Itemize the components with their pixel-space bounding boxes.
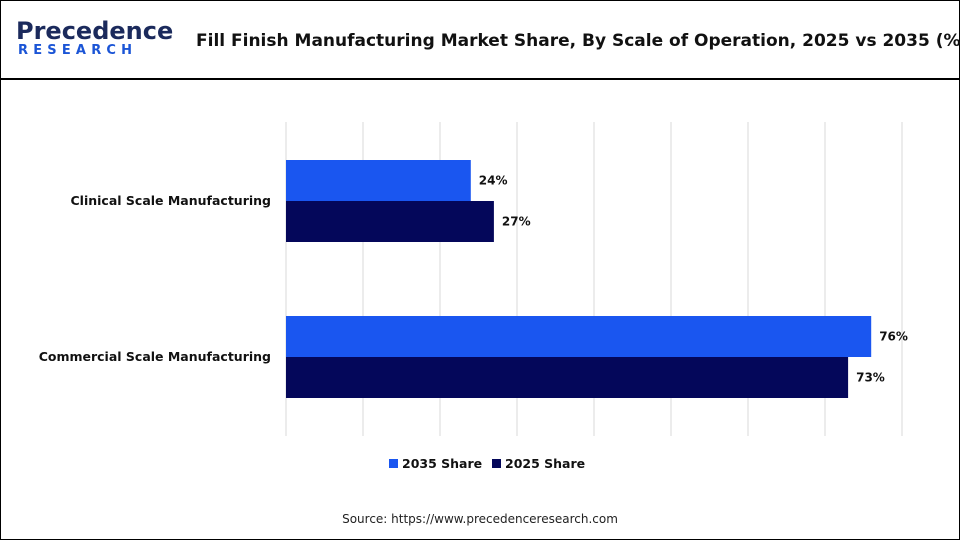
category-labels: Clinical Scale Manufacturing Commercial S…	[39, 193, 271, 364]
logo-wordmark: Precedence	[16, 17, 174, 45]
legend-swatch	[389, 459, 398, 468]
category-label: Commercial Scale Manufacturing	[39, 349, 271, 364]
source-note: Source: https://www.precedenceresearch.c…	[342, 512, 618, 526]
value-labels: 24% 27% 76% 73%	[479, 174, 908, 385]
bar-2035-commercial	[286, 316, 872, 357]
precedence-logo: Precedence RESEARCH	[16, 18, 173, 62]
value-label: 76%	[879, 330, 908, 344]
logo-subtitle: RESEARCH	[18, 43, 138, 58]
bar-2025-clinical	[286, 201, 494, 242]
category-label: Clinical Scale Manufacturing	[71, 193, 272, 208]
value-label: 73%	[856, 371, 885, 385]
legend: 2035 Share 2025 Share	[389, 456, 585, 471]
header: Precedence RESEARCH Fill Finish Manufact…	[0, 0, 960, 80]
legend-label: 2025 Share	[505, 456, 585, 471]
value-label: 27%	[502, 215, 531, 229]
legend-swatch	[492, 459, 501, 468]
value-label: 24%	[479, 174, 508, 188]
chart-title: Fill Finish Manufacturing Market Share, …	[196, 31, 960, 51]
bars	[286, 160, 872, 398]
legend-label: 2035 Share	[402, 456, 482, 471]
bar-2035-clinical	[286, 160, 471, 201]
bar-2025-commercial	[286, 357, 849, 398]
